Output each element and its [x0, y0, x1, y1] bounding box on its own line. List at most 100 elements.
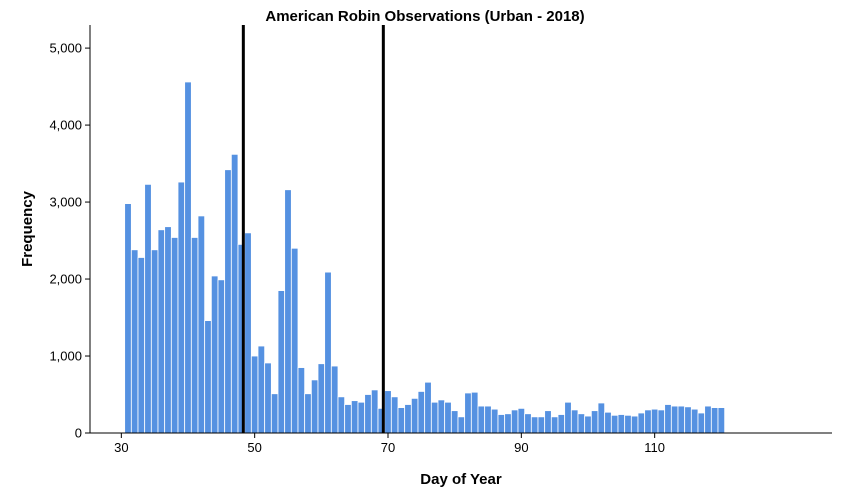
histogram-bar [390, 396, 399, 434]
y-tick-label: 4,000 [49, 118, 82, 133]
histogram-bar [604, 411, 612, 434]
histogram-bar [424, 381, 432, 434]
histogram-bar [684, 406, 692, 434]
x-tick-label: 30 [114, 440, 128, 455]
x-axis-label: Day of Year [420, 471, 502, 488]
histogram-bar [557, 414, 566, 434]
histogram-bar [217, 279, 226, 434]
histogram-bar [250, 355, 259, 434]
y-axis-label: Frequency [19, 190, 36, 267]
histogram-bar [644, 409, 652, 434]
histogram-bar [550, 416, 559, 434]
histogram-bar [197, 215, 206, 434]
histogram-bar [297, 367, 306, 434]
histogram-bar [170, 237, 179, 434]
histogram-bar [284, 189, 292, 434]
x-ticks-group: 30 50 70 90 110 [114, 433, 665, 455]
histogram-bar [157, 229, 166, 434]
histogram-bar [130, 249, 139, 434]
histogram-bar [610, 414, 619, 434]
histogram-bar [384, 390, 392, 434]
histogram-bar [310, 379, 319, 434]
histogram-bar [530, 416, 539, 434]
histogram-bar [657, 409, 666, 434]
y-tick-label: 1,000 [49, 349, 82, 364]
histogram-bar [664, 404, 672, 434]
histogram-bar [624, 414, 632, 434]
y-tick-label: 3,000 [49, 195, 82, 210]
histogram-bar [364, 394, 372, 434]
histogram-bar [484, 405, 492, 434]
histogram-bar [517, 407, 526, 434]
histogram-bar [304, 393, 312, 434]
histogram-bar [410, 397, 419, 434]
histogram-bar [330, 365, 339, 434]
x-tick-label: 70 [381, 440, 395, 455]
histogram-bar [690, 408, 699, 434]
histogram-bar [150, 249, 159, 434]
histogram-bar [450, 410, 459, 434]
histogram-bar [290, 247, 299, 434]
histogram-bar [370, 389, 379, 434]
histogram-bar [177, 181, 186, 434]
histogram-bar [357, 401, 366, 434]
histogram-bar [470, 391, 479, 434]
histogram-bar [577, 413, 586, 434]
histogram-bar [704, 405, 712, 434]
histogram-bar [204, 320, 212, 434]
histogram-bar [244, 232, 252, 434]
histogram-bar [477, 405, 486, 434]
y-tick-label: 2,000 [49, 272, 82, 287]
histogram-bar [437, 399, 446, 434]
histogram-bar [264, 362, 272, 434]
histogram-bar [417, 391, 426, 434]
y-ticks-group: 0 1,000 2,000 3,000 4,000 5,000 [49, 41, 90, 441]
histogram-bar [717, 407, 726, 434]
histogram-bar [544, 410, 552, 434]
histogram-bar [190, 237, 199, 434]
histogram-bar [277, 290, 286, 434]
histogram-bar [397, 407, 406, 434]
histogram-bar [270, 393, 279, 434]
bars-group [124, 81, 726, 434]
histogram-bar [404, 404, 412, 434]
histogram-bar [464, 392, 472, 434]
histogram-bar [137, 257, 146, 434]
histogram-bar [344, 404, 352, 434]
histogram-bar [350, 400, 359, 434]
histogram-bar [504, 413, 512, 434]
histogram-bar [570, 409, 579, 434]
y-tick-label: 5,000 [49, 41, 82, 56]
y-tick-label: 0 [75, 426, 82, 441]
histogram-bar [164, 226, 172, 434]
histogram-bar [590, 410, 599, 434]
histogram-bar [317, 363, 326, 434]
axes-group [89, 25, 832, 434]
histogram-bar [670, 405, 679, 434]
histogram-bar [697, 412, 706, 434]
histogram-bar [324, 271, 332, 434]
histogram-bar [677, 405, 686, 434]
histogram-bar [430, 401, 439, 434]
histogram-bar [184, 81, 192, 434]
histogram-bar [210, 275, 219, 434]
histogram-bar [524, 413, 532, 434]
histogram-bar [124, 203, 132, 434]
histogram-bar [637, 412, 646, 434]
histogram-bar [510, 409, 519, 434]
histogram-bar [257, 345, 266, 434]
histogram-bar [337, 396, 346, 434]
x-tick-label: 50 [247, 440, 261, 455]
histogram-bar [650, 408, 659, 434]
histogram-bar [230, 153, 239, 434]
histogram-bar [564, 401, 572, 434]
histogram-bar [617, 414, 626, 434]
histogram-bar [537, 416, 546, 434]
histogram-bar [597, 402, 606, 434]
chart-title: American Robin Observations (Urban - 201… [265, 8, 584, 25]
histogram-bar [444, 401, 452, 434]
histogram-bar [630, 415, 639, 434]
histogram-bar [584, 415, 592, 434]
